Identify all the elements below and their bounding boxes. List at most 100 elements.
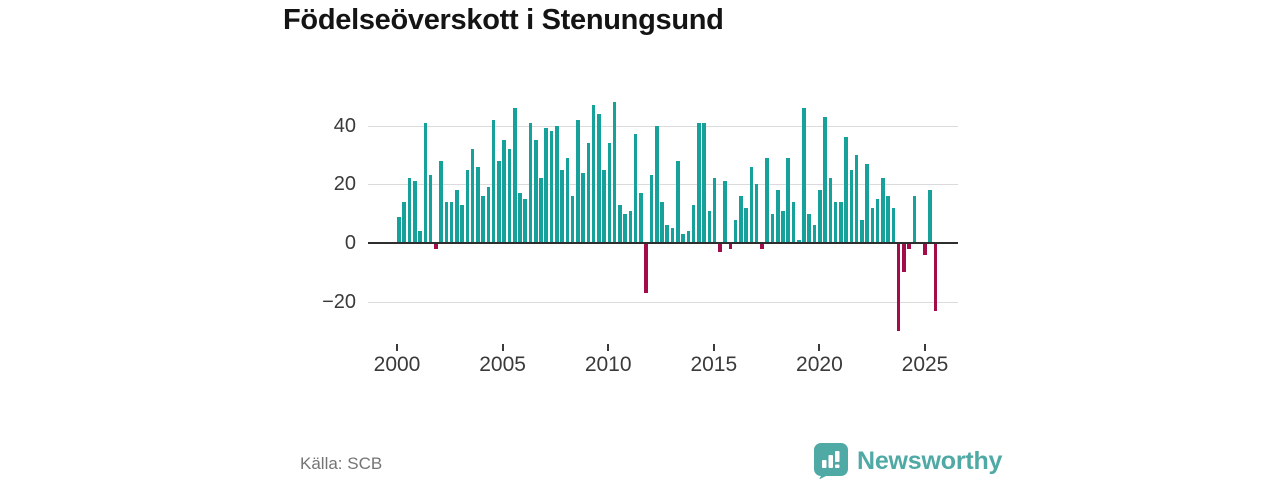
bar: [497, 160, 501, 243]
bar: [739, 196, 743, 243]
bar: [660, 201, 664, 243]
x-axis-tick: [501, 344, 504, 351]
bar: [770, 213, 775, 243]
bar: [749, 166, 754, 243]
bar: [549, 131, 554, 243]
bar: [802, 107, 806, 243]
bar: [455, 190, 459, 243]
bar: [502, 140, 506, 243]
bar: [833, 201, 838, 243]
bar: [407, 178, 412, 243]
bar: [470, 149, 475, 243]
newsworthy-logo: Newsworthy: [814, 443, 1003, 480]
newsworthy-logo-icon: [814, 443, 848, 480]
bar: [412, 181, 417, 243]
bar: [555, 125, 559, 243]
bar: [607, 143, 612, 243]
bar: [760, 243, 764, 249]
bar: [423, 122, 428, 243]
bar: [576, 119, 580, 243]
bar: [865, 163, 869, 243]
bar: [491, 119, 496, 243]
bar: [439, 160, 443, 243]
bar: [639, 193, 643, 243]
bar: [465, 169, 470, 243]
gridline-y40: [368, 125, 958, 127]
bar: [697, 122, 701, 243]
y-axis-label: −20: [322, 290, 356, 313]
bar: [702, 122, 706, 243]
bar: [728, 243, 733, 249]
bar: [570, 196, 575, 243]
bar: [791, 201, 796, 243]
bar: [933, 243, 938, 311]
bar: [765, 157, 769, 243]
bar: [907, 243, 911, 249]
bar: [476, 166, 480, 243]
gridline-y-20: [368, 301, 958, 303]
bar: [654, 125, 659, 243]
bar: [744, 207, 748, 243]
zero-axis-line: [368, 242, 958, 244]
bar: [623, 213, 627, 243]
bar: [444, 201, 449, 243]
bar: [912, 196, 917, 243]
bar: [628, 210, 633, 243]
bar: [507, 149, 512, 243]
bar: [586, 143, 591, 243]
bar: [460, 204, 464, 243]
bar: [633, 134, 638, 243]
bar: [602, 169, 606, 243]
x-axis-label: 2015: [690, 353, 738, 376]
bar: [733, 219, 738, 243]
bar: [481, 196, 485, 243]
bar: [591, 104, 596, 243]
bar: [754, 184, 759, 243]
bar: [434, 243, 438, 249]
bar: [565, 157, 570, 243]
newsworthy-logo-text: Newsworthy: [857, 447, 1003, 475]
source-note: Källa: SCB: [300, 454, 383, 473]
bar: [812, 225, 817, 243]
bar: [649, 175, 654, 243]
bar: [428, 175, 433, 243]
bar: [486, 187, 491, 243]
bar: [870, 207, 875, 243]
bar: [896, 243, 901, 332]
bar: [823, 116, 827, 243]
bar: [681, 234, 685, 243]
bar: [512, 107, 517, 243]
bar: [860, 219, 864, 243]
bar: [844, 137, 848, 243]
bar: [665, 225, 670, 243]
bar: [581, 172, 585, 243]
bar: [533, 140, 538, 243]
x-axis-label: 2005: [479, 353, 526, 376]
bar: [418, 231, 422, 243]
bar: [518, 193, 522, 243]
bar: [807, 213, 812, 243]
bar: [775, 190, 780, 243]
bar: [854, 154, 859, 243]
bar: [670, 228, 675, 243]
bar: [707, 210, 712, 243]
bar: [875, 198, 880, 243]
bar: [818, 190, 822, 243]
x-axis-tick: [396, 344, 398, 351]
bar: [597, 113, 601, 243]
y-axis-label: 20: [333, 173, 356, 196]
x-axis-tick: [924, 344, 926, 351]
bar: [675, 160, 680, 243]
bar: [902, 243, 906, 273]
y-axis-label: 0: [344, 232, 356, 254]
bar: [928, 190, 933, 243]
bar: [786, 157, 791, 243]
bar: [881, 178, 885, 243]
x-axis-label: 2025: [901, 353, 949, 376]
bar: [449, 201, 454, 243]
bar: [560, 169, 564, 243]
bar: [402, 201, 407, 243]
bar: [828, 178, 833, 243]
bar: [718, 243, 722, 252]
